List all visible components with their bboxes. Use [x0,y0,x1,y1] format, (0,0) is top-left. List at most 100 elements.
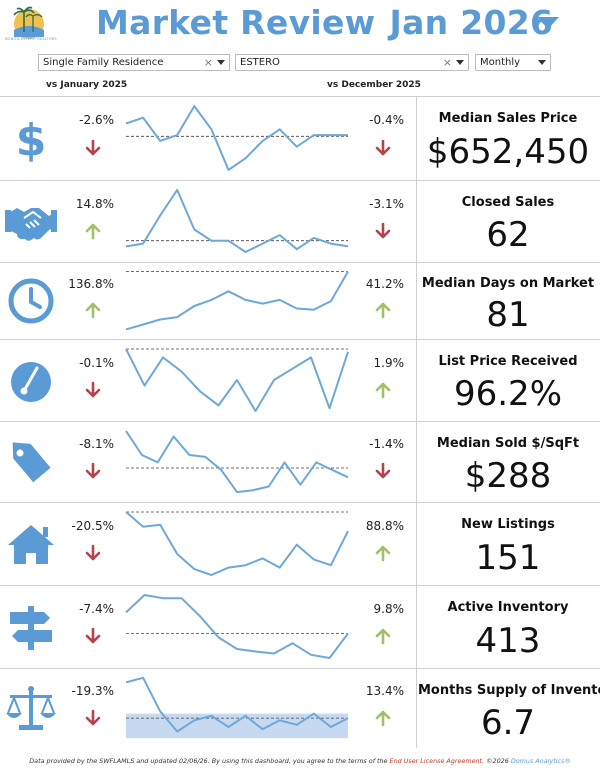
metric-value: 6.7 [480,702,536,743]
sparkline-line [125,348,349,412]
mom-change: 88.8% [365,518,404,533]
tag-icon [12,441,51,482]
yoy-change: -7.4% [79,601,114,616]
title-text: Market Review [96,3,376,42]
metric-row: 14.8% -3.1% Closed Sales 62 [0,180,600,262]
divider [0,339,600,340]
arrow-up-icon [375,382,391,399]
arrow-down-icon [85,139,101,156]
area-value: ESTERO [240,57,280,68]
metric-row: -20.5% 88.8% New Listings 151 [0,502,600,585]
mom-change: -1.4% [369,437,404,452]
arrow-up-icon [375,629,391,645]
metric-label: Median Days on Market [421,276,595,292]
metric-value: $288 [464,456,552,497]
frequency-select[interactable]: Monthly [475,54,551,71]
metric-row: -8.1% -1.4% Median Sold $/SqFt $288 [0,421,600,502]
metric-value: 62 [486,215,530,256]
sparkline-line [125,271,349,331]
clear-area-icon[interactable]: × [442,56,452,69]
trend-sparkline [125,511,349,576]
footer-brand[interactable]: Domus Analytics® [510,757,571,765]
signpost-icon [10,605,52,650]
arrow-up-icon [375,710,391,726]
metric-label: Months Supply of Inventory [418,682,600,698]
chevron-down-icon[interactable] [456,60,464,65]
metric-row: -19.3% 13.4% Months Supply of Inventory 6.7 [0,668,600,748]
arrow-up-icon [85,223,101,240]
metric-value: 96.2% [453,374,562,415]
trend-sparkline [125,189,349,253]
trend-sparkline [125,676,349,739]
page-title: Market Review Jan 2026 [96,3,553,42]
metric-row: -0.1% 1.9% List Price Received 96.2% [0,339,600,421]
metric-label: New Listings [461,517,555,533]
handshake-icon [5,208,57,241]
dollar-icon: $ [16,115,47,165]
metric-value: 151 [475,537,541,578]
divider [0,585,600,586]
yoy-change: -2.6% [79,113,114,128]
yoy-change: -19.3% [71,684,114,698]
arrow-down-icon [375,222,391,239]
gauge-icon [11,362,51,402]
period-dropdown-icon[interactable] [537,17,559,29]
brand-logo [13,6,44,39]
arrow-up-icon [85,302,101,319]
metric-label: Active Inventory [447,600,569,616]
yoy-change: 136.8% [68,277,114,292]
trend-sparkline [125,348,349,412]
property-type-select[interactable]: Single Family Residence × [38,54,230,71]
trend-sparkline [125,430,349,494]
column-header-yoy: vs January 2025 [46,80,128,90]
mom-change: 1.9% [373,355,405,370]
arrow-up-icon [375,546,391,562]
chevron-down-icon[interactable] [538,60,546,65]
divider [0,262,600,263]
metric-label: Median Sales Price [438,111,578,127]
sparkline-line [125,594,349,659]
frequency-value: Monthly [480,57,521,68]
area-select[interactable]: ESTERO × [235,54,469,71]
mom-change: -0.4% [369,113,404,128]
metric-row: $ -2.6% -0.4% Median Sales Price $652,450 [0,96,600,180]
metric-label: List Price Received [438,354,578,370]
license-link[interactable]: End User License Agreement. [389,757,485,765]
mom-change: 41.2% [365,277,404,292]
footer-copyright: ©2026 [486,757,509,765]
trend-sparkline [125,594,349,659]
sparkline-band [126,713,348,739]
divider [416,96,417,748]
sparkline-line [125,511,349,576]
metric-label: Median Sold $/SqFt [436,435,580,451]
yoy-change: 14.8% [75,196,114,211]
footer: Data provided by the SWFLAMLS and update… [0,757,600,765]
yoy-change: -0.1% [79,355,114,370]
metric-row: -7.4% 9.8% Active Inventory 413 [0,585,600,668]
column-header-mom: vs December 2025 [327,80,421,90]
arrow-up-icon [375,302,391,319]
divider [0,96,600,97]
title-period[interactable]: Jan 2026 [389,3,554,42]
house-icon [8,524,54,564]
arrow-down-icon [375,139,391,156]
mom-change: 13.4% [365,684,404,698]
sparkline-line [125,676,349,733]
metric-row: 136.8% 41.2% Median Days on Market 81 [0,262,600,339]
trend-sparkline [125,271,349,331]
sparkline-line [125,105,348,171]
yoy-change: -20.5% [71,518,114,533]
chevron-down-icon[interactable] [217,60,225,65]
metric-value: 81 [486,295,530,336]
trend-sparkline [125,105,348,171]
arrow-down-icon [85,462,101,479]
metric-label: Closed Sales [461,195,555,211]
metric-value: $652,450 [426,132,590,173]
mom-change: 9.8% [373,601,405,616]
clear-property-type-icon[interactable]: × [203,56,213,69]
arrow-down-icon [375,462,391,479]
logo-text: BONITA-ESTERO REALTORS [5,37,57,41]
sparkline-line [125,430,349,494]
metric-value: 413 [475,620,541,661]
mom-change: -3.1% [369,196,404,211]
